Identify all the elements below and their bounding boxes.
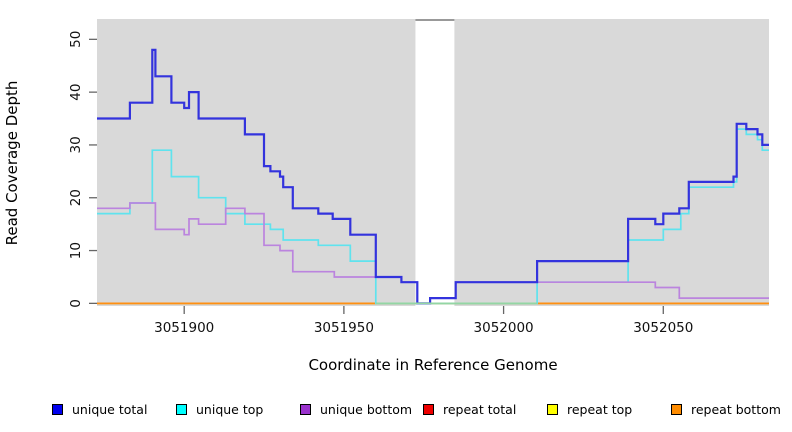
x-tick-label: 3051950 (314, 320, 374, 336)
axes: 0 10 20 30 40 50 3051900 3051950 3052000 3052050 (68, 31, 693, 336)
y-tick-label: 0 (68, 299, 84, 308)
x-tick-label: 3052000 (474, 320, 534, 336)
series-lines (97, 48, 769, 305)
x-axis-label: Coordinate in Reference Genome (308, 356, 557, 374)
y-axis-label: Read Coverage Depth (3, 81, 21, 246)
y-tick-label: 40 (68, 84, 84, 101)
plot-panel (97, 19, 769, 306)
y-tick-label: 30 (68, 136, 84, 153)
x-tick-label: 3051900 (154, 320, 214, 336)
x-tick-label: 3052050 (633, 320, 693, 336)
coverage-gap-band (415, 19, 455, 306)
y-tick-label: 50 (68, 31, 84, 48)
series-unique-total (97, 48, 769, 305)
y-tick-label: 20 (68, 189, 84, 206)
y-tick-label: 10 (68, 242, 84, 259)
